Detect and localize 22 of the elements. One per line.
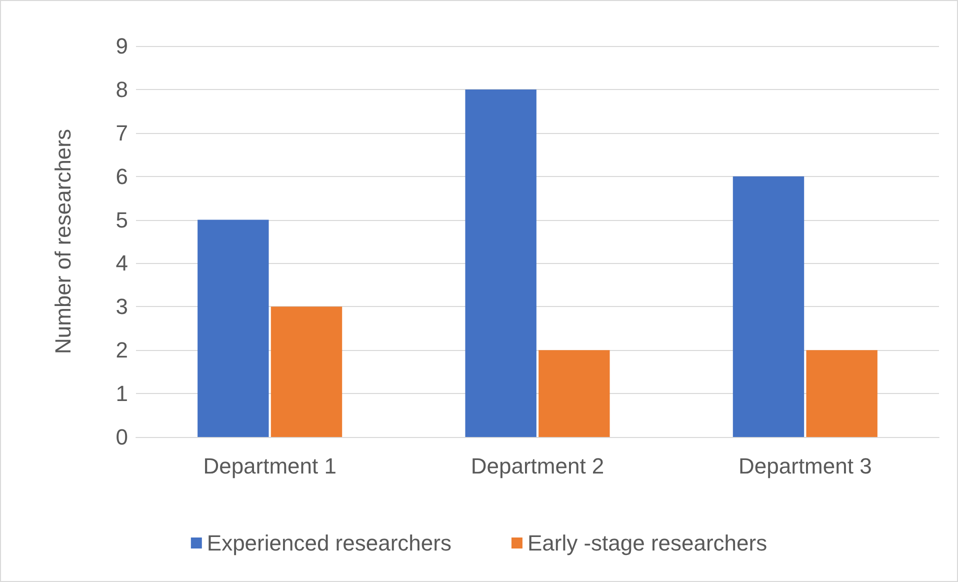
y-tick-label: 2: [116, 338, 128, 363]
x-tick-label: Department 3: [738, 454, 872, 478]
y-tick-label: 7: [116, 120, 128, 146]
bar: [270, 306, 342, 437]
x-tick-label: Department 2: [470, 454, 604, 478]
bar: [465, 89, 536, 437]
bar: [198, 220, 269, 437]
y-tick-label: 0: [116, 424, 128, 450]
legend-label: Early -stage researchers: [527, 530, 768, 556]
y-tick-label: 8: [116, 76, 128, 102]
y-tick-label: 3: [116, 294, 128, 320]
y-tick-label: 9: [116, 34, 128, 58]
y-tick-label: 5: [116, 207, 128, 232]
legend-label: Experienced researchers: [206, 530, 452, 556]
y-tick-label: 4: [116, 250, 128, 276]
bar: [538, 350, 610, 437]
y-tick-label: 6: [116, 164, 128, 189]
bar: [806, 350, 878, 437]
bar: [732, 176, 804, 437]
y-tick-label: 1: [116, 381, 128, 406]
x-tick-label: Department 1: [203, 454, 336, 478]
y-axis-title: Number of researchers: [50, 129, 76, 354]
